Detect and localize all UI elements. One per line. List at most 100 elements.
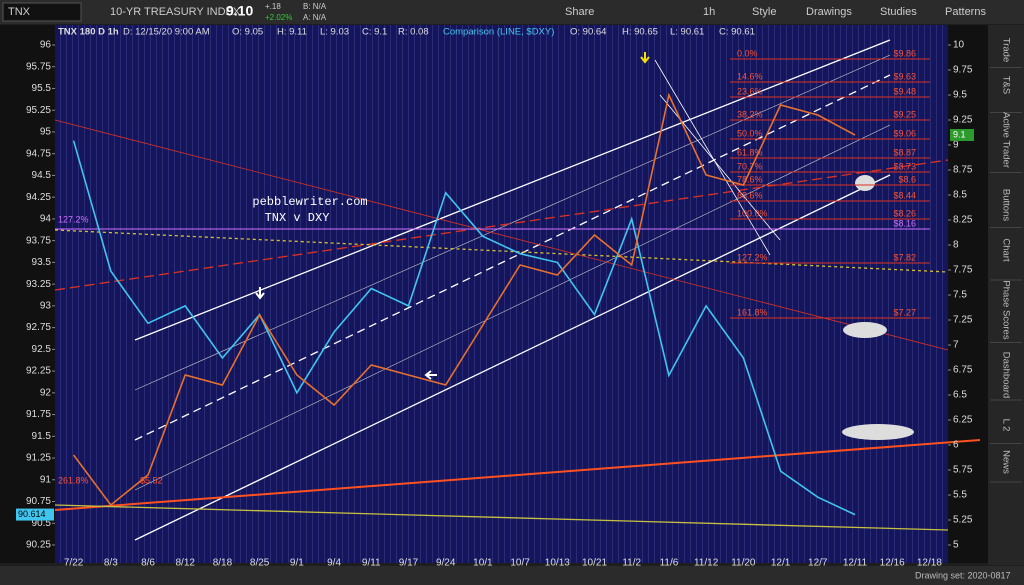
info: D: 12/15/20 9:00 AM <box>123 27 210 38</box>
fib-ratio: 38.2% <box>737 109 763 119</box>
button[interactable]: Drawings <box>806 6 852 18</box>
trend-line <box>54 119 949 351</box>
y-tick-label: 92.75 <box>26 322 51 333</box>
side-tab[interactable]: Chart <box>1000 238 1011 262</box>
button[interactable]: Style <box>752 6 776 18</box>
info-bar: TNX 180 D 1h D: 12/15/20 9:00 AM O: 9.05… <box>58 27 755 38</box>
right-axis-bg <box>948 25 988 563</box>
fib-ratio: 0.0% <box>737 48 758 58</box>
status-text: Drawing set: 2020-0817 <box>915 570 1011 580</box>
y-tick-label: 91.75 <box>26 409 51 420</box>
status-bar <box>0 566 1024 585</box>
fib-price: $8.87 <box>893 147 916 157</box>
x-tick-label: 10/21 <box>582 558 607 569</box>
side-tab[interactable]: Active Trader <box>1000 112 1011 168</box>
button[interactable]: Patterns <box>945 6 986 18</box>
y2-tick-label: 8.75 <box>953 165 973 176</box>
channel-line <box>134 54 891 391</box>
x-tick-label: 9/11 <box>362 558 381 569</box>
fib-ratio: 70.7% <box>737 161 763 171</box>
y-tick-label: 96 <box>40 40 52 51</box>
y-tick-label: 95.5 <box>32 83 52 94</box>
y2-tick-label: 6.25 <box>953 415 973 426</box>
y2-tick-label: 6 <box>953 440 959 451</box>
y-tick-label: 93.5 <box>32 257 52 268</box>
left-axis-bg <box>0 25 55 563</box>
y-tick-label: 93 <box>40 301 52 312</box>
side-tab[interactable]: L 2 <box>1000 419 1011 432</box>
y2-tick-label: 5.25 <box>953 515 973 526</box>
y2-tick-label: 6.75 <box>953 365 973 376</box>
fib-ratio: 100.0% <box>737 208 768 218</box>
y2-tick-label: 10 <box>953 40 965 51</box>
trend-line <box>54 229 949 273</box>
y2-tick-label: 9.75 <box>953 65 973 76</box>
x-tick-label: 12/7 <box>808 558 828 569</box>
price-badge <box>16 508 54 521</box>
y2-tick-label: 8 <box>953 240 959 251</box>
channel-mid <box>134 74 891 441</box>
channel-line <box>134 124 891 491</box>
fib-ratio: 14.6% <box>737 71 763 81</box>
study-label: TNX 180 D 1h <box>58 27 119 38</box>
y-tick-label: 90.25 <box>26 540 51 551</box>
fib-price: $7.82 <box>893 252 916 262</box>
fib-price: $9.06 <box>893 128 916 138</box>
y-tick-label: 91.25 <box>26 453 51 464</box>
x-tick-label: 10/1 <box>473 558 493 569</box>
arrow <box>255 287 265 300</box>
y-tick-label: 90.75 <box>26 496 51 507</box>
info: L: 90.61 <box>670 27 704 38</box>
drawings <box>54 39 981 541</box>
fib-ratio: 127.2% <box>737 252 768 262</box>
fib-price: $8.6 <box>898 174 916 184</box>
fib-ratio: 78.6% <box>737 174 763 184</box>
fib-label: $5.52 <box>140 475 163 485</box>
y-tick-label: 94.25 <box>26 192 51 203</box>
side-tab[interactable]: News <box>1000 450 1011 474</box>
y-tick-label: 91.5 <box>32 431 52 442</box>
fib-ratio: 161.8% <box>737 307 768 317</box>
trend-line <box>54 504 949 531</box>
marker <box>842 424 914 440</box>
side-tab[interactable]: T&S <box>1000 76 1011 94</box>
fib-label: 261.8% <box>58 475 89 485</box>
ask: A: N/A <box>303 13 327 22</box>
button[interactable]: 1h <box>703 6 715 18</box>
x-tick-label: 9/17 <box>399 558 419 569</box>
price-badge <box>950 129 974 141</box>
y-tick-label: 93.25 <box>26 279 51 290</box>
symbol-box[interactable] <box>2 2 82 22</box>
x-tick-label: 12/16 <box>880 558 905 569</box>
info: R: 0.08 <box>398 27 429 38</box>
y2-tick-label: 9.5 <box>953 90 967 101</box>
button[interactable]: Studies <box>880 6 917 18</box>
side-tab[interactable]: Trade <box>1000 38 1011 62</box>
annotation: TNX v DXY <box>265 211 330 225</box>
fib-ratio: 61.8% <box>737 147 763 157</box>
x-tick-label: 9/4 <box>327 558 341 569</box>
fib-ratio: 50.0% <box>737 128 763 138</box>
x-tick-label: 9/24 <box>436 558 456 569</box>
info: O: 9.05 <box>232 27 263 38</box>
info: O: 90.64 <box>570 27 606 38</box>
legend-entry: Comparison (LINE, $DXY) <box>443 27 554 38</box>
y2-tick-label: 5.5 <box>953 490 967 501</box>
side-tab[interactable]: Phase Scores <box>1000 280 1011 339</box>
y2-tick-label: 9.25 <box>953 115 973 126</box>
trend-line <box>54 439 981 511</box>
side-tab[interactable]: Buttons <box>1000 189 1011 221</box>
price-badge-text: 9.1 <box>953 129 966 139</box>
x-tick-label: 8/6 <box>141 558 155 569</box>
side-tab[interactable]: Dashboard <box>1000 352 1011 398</box>
y-tick-label: 92.5 <box>32 344 52 355</box>
fib-price: $8.26 <box>893 208 916 218</box>
x-tick-label: 11/6 <box>660 558 679 569</box>
price-badge-text: 90.614 <box>18 509 46 519</box>
button[interactable]: Share <box>565 6 594 18</box>
x-tick-label: 11/2 <box>622 558 641 569</box>
change: +.18 <box>265 2 281 11</box>
y2-tick-label: 7.25 <box>953 315 973 326</box>
channel-line <box>134 174 891 541</box>
channel-line <box>654 59 771 256</box>
